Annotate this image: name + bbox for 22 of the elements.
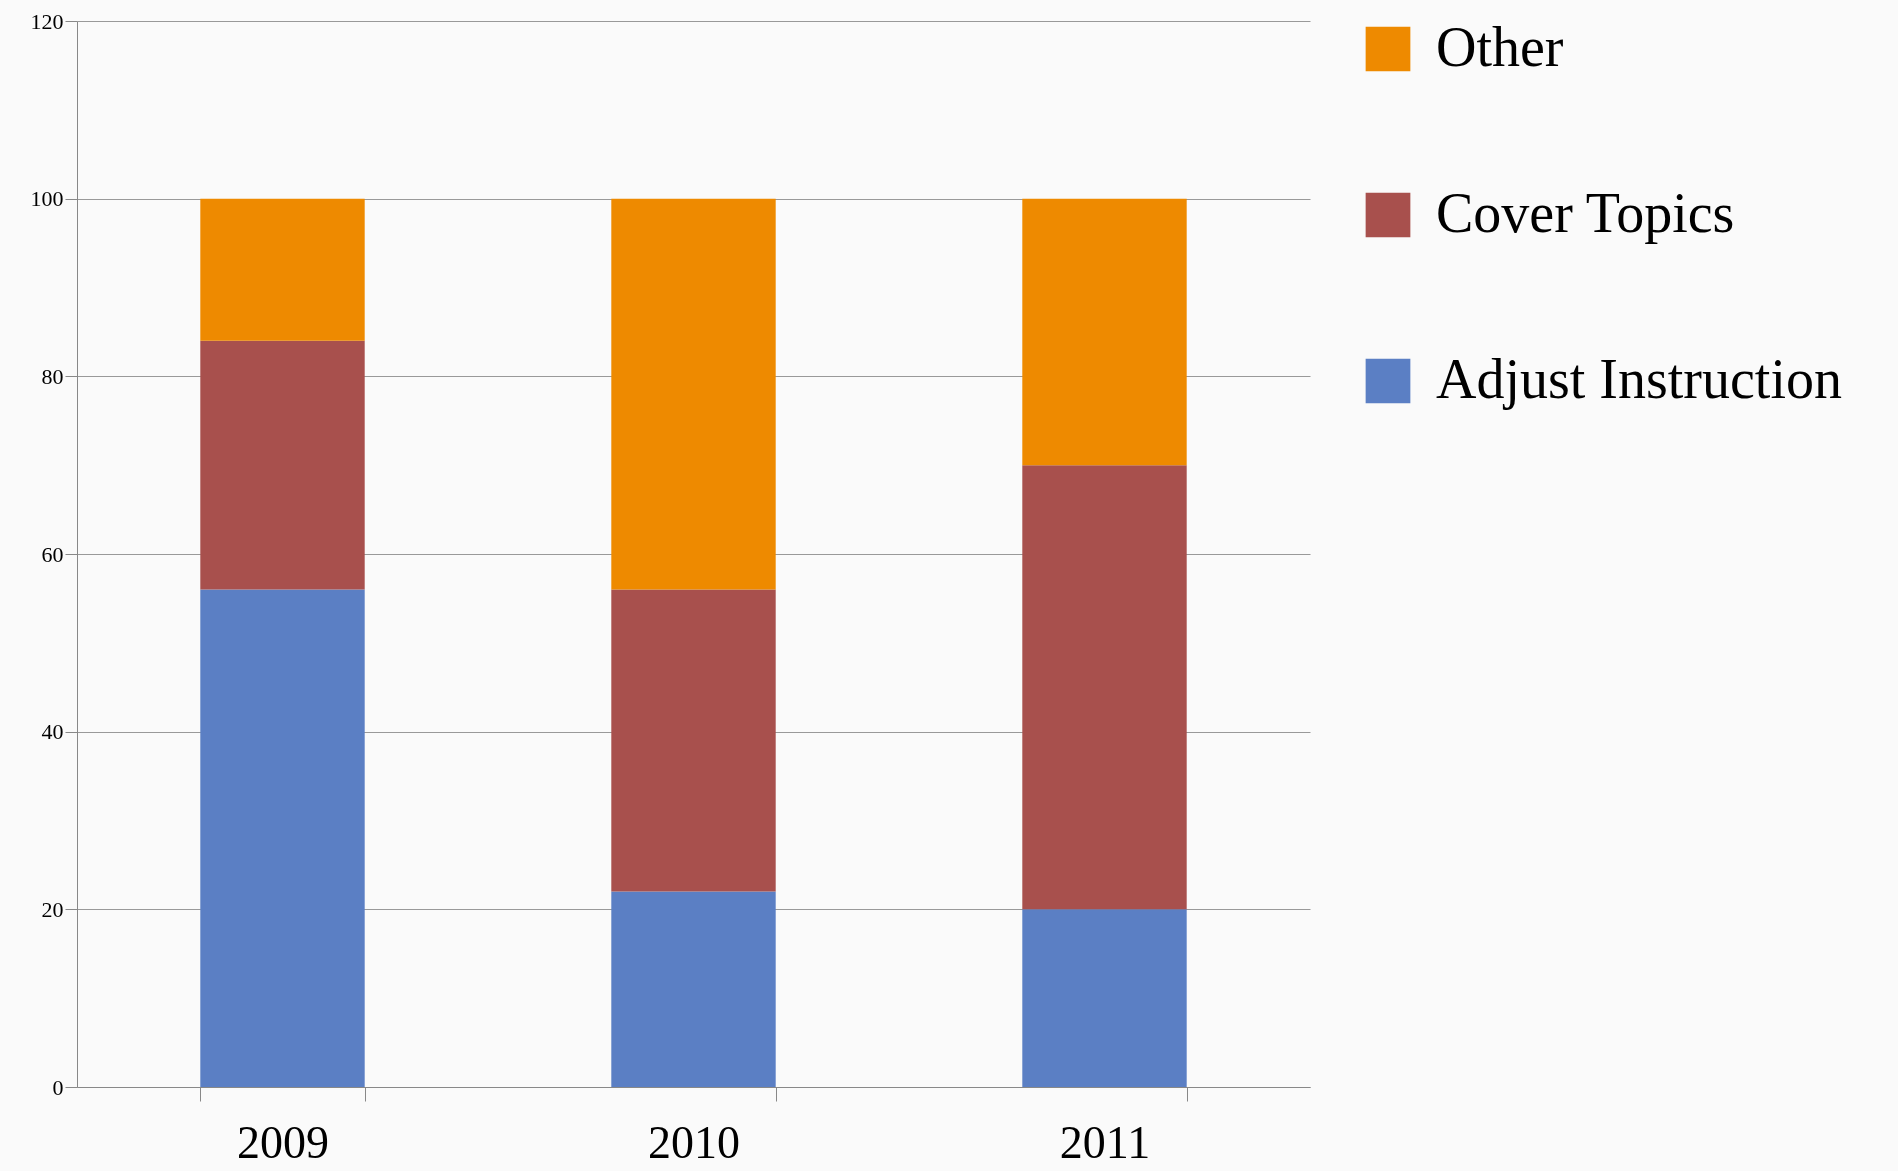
bar: [611, 198, 776, 590]
y-tick-label: 20: [41, 896, 64, 922]
bar: [200, 340, 365, 590]
legend-label: Adjust Instruction: [1436, 348, 1842, 410]
bar: [1022, 198, 1187, 466]
x-tick-label: 2009: [237, 1116, 329, 1168]
bar: [611, 589, 776, 892]
x-tick-label: 2010: [648, 1116, 740, 1168]
bar: [200, 198, 365, 341]
y-tick-label: 100: [30, 186, 64, 212]
y-tick-label: 80: [41, 363, 64, 389]
y-tick-label: 40: [41, 719, 64, 745]
y-tick-label: 0: [52, 1074, 64, 1100]
bar: [611, 891, 776, 1087]
y-tick-label: 60: [41, 541, 64, 567]
legend-label: Other: [1436, 16, 1564, 78]
bar: [1022, 465, 1187, 910]
bar: [200, 589, 365, 1087]
y-tick-label: 120: [30, 8, 64, 34]
legend-label: Cover Topics: [1436, 182, 1735, 244]
x-tick-label: 2011: [1059, 1116, 1151, 1168]
bar: [1022, 909, 1187, 1087]
